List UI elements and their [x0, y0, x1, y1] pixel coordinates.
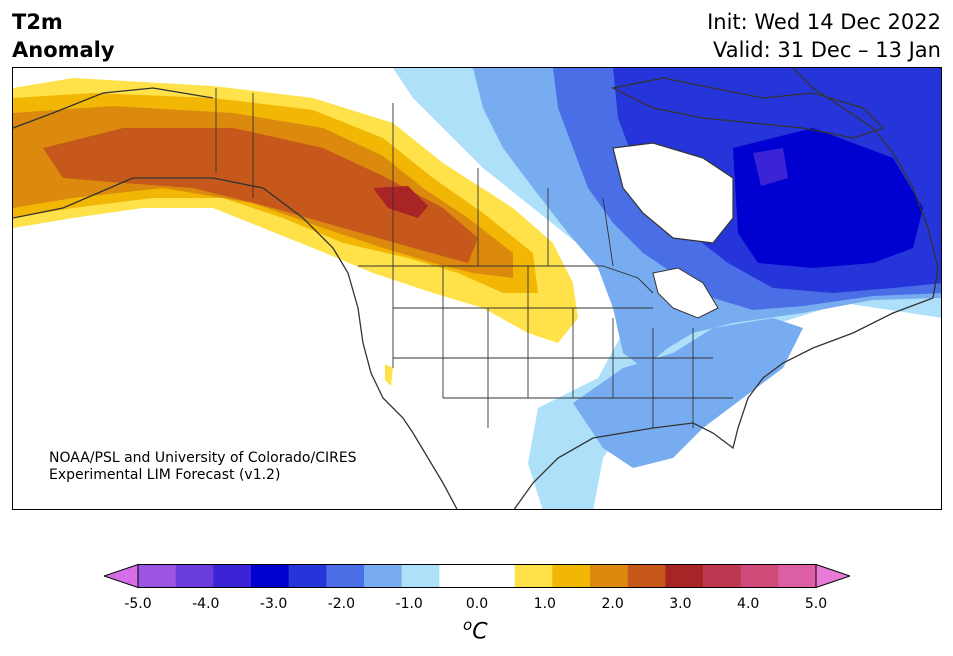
- map-title: T2m Anomaly: [12, 8, 115, 64]
- forecast-dates: Init: Wed 14 Dec 2022 Valid: 31 Dec – 13…: [707, 8, 941, 64]
- colorbar-cell: [590, 564, 628, 588]
- colorbar-tick-label: 5.0: [804, 596, 828, 612]
- colorbar-tick-label: 3.0: [669, 596, 692, 612]
- warm-pocket: [385, 364, 393, 386]
- warm-band-dark: [43, 128, 478, 263]
- warm-core-red: [373, 186, 428, 218]
- colorbar-ticks: -5.0 -4.0 -3.0 -2.0 -1.0 0.0 1.0 2.0 3.0 4.0 5.0: [0, 596, 953, 616]
- colorbar-extend-high: [815, 564, 850, 588]
- colorbar-cell: [213, 564, 252, 588]
- colorbar-cell: [778, 564, 817, 588]
- unit-degree: o: [463, 616, 473, 634]
- alaska-coast: [13, 87, 214, 129]
- colorbar-cell: [175, 564, 214, 588]
- us-canada-border: [358, 265, 654, 294]
- colorbar-tick-label: 0.0: [465, 596, 489, 612]
- colorbar-cell: [251, 564, 289, 588]
- colorbar-cells: [104, 564, 850, 588]
- colorbar-cell: [703, 564, 741, 588]
- map-svg: [13, 68, 941, 509]
- anomaly-map: [12, 67, 942, 510]
- colorbar-cell: [439, 564, 478, 588]
- colorbar-cell: [326, 564, 365, 588]
- colorbar-extend-low: [104, 564, 139, 588]
- colorbar-tick-label: -1.0: [395, 596, 423, 612]
- credit-line-2: Experimental LIM Forecast (v1.2): [49, 467, 281, 483]
- colorbar-tick-label: 2.0: [601, 596, 624, 612]
- hudson-bay: [612, 142, 734, 244]
- pacific-coast: [13, 177, 458, 509]
- labrador-coast: [792, 68, 939, 299]
- credit-line-1: NOAA/PSL and University of Colorado/CIRE…: [49, 450, 357, 466]
- credit-text: NOAA/PSL and University of Colorado/CIRE…: [49, 450, 357, 484]
- colorbar-cell: [514, 564, 553, 588]
- colorbar-unit: oC: [463, 616, 488, 644]
- colorbar-tick-label: 4.0: [737, 596, 760, 612]
- valid-period: Valid: 31 Dec – 13 Jan: [712, 38, 941, 62]
- colorbar-cell: [401, 564, 440, 588]
- cold-core-small: [753, 148, 788, 186]
- gulf-coast: [513, 297, 934, 509]
- colorbar-cell: [288, 564, 327, 588]
- unit-letter: C: [472, 619, 488, 645]
- province-lines: [252, 93, 614, 267]
- colorbar-tick-label: -5.0: [124, 596, 152, 612]
- state-lines: [392, 266, 733, 428]
- colorbar-cell: [740, 564, 779, 588]
- colorbar-cell: [552, 564, 591, 588]
- colorbar-cell: [665, 564, 704, 588]
- arctic-islands: [611, 77, 885, 139]
- great-lakes: [652, 267, 719, 319]
- colorbar-cell: [138, 564, 176, 588]
- colorbar-frame: [137, 564, 817, 588]
- colorbar-cell: [364, 564, 402, 588]
- colorbar-cell: [477, 564, 515, 588]
- anomaly-fields: [13, 68, 941, 509]
- colorbar: [104, 564, 850, 588]
- init-date: Init: Wed 14 Dec 2022: [707, 10, 941, 34]
- title-line-1: T2m: [12, 10, 63, 34]
- colorbar-tick-label: -4.0: [192, 596, 220, 612]
- colorbar-tick-label: 1.0: [533, 596, 556, 612]
- coastlines: [13, 68, 939, 509]
- water-bodies: [612, 142, 734, 319]
- cold-band-southeast: [573, 318, 803, 468]
- political-borders: [215, 88, 733, 428]
- title-line-2: Anomaly: [12, 38, 115, 62]
- colorbar-cell: [627, 564, 666, 588]
- colorbar-tick-label: -3.0: [259, 596, 288, 612]
- colorbar-tick-label: -2.0: [327, 596, 356, 612]
